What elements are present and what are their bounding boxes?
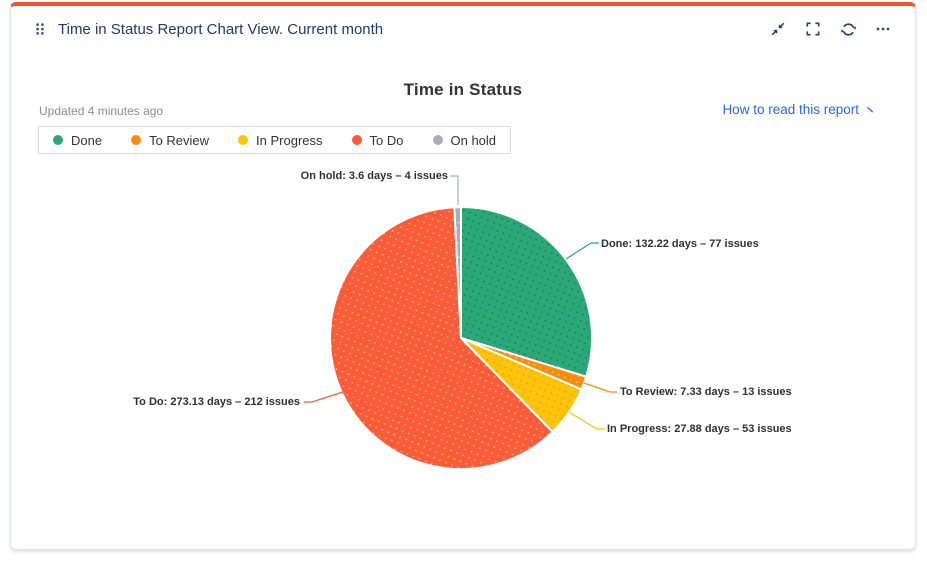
legend-label: To Review [149,132,210,148]
pie-slice-on-hold[interactable] [453,206,462,339]
more-options-button[interactable] [873,19,893,39]
fullscreen-icon [806,22,820,36]
legend-label: In Progress [256,132,323,148]
legend-item-in-progress[interactable]: In Progress [238,132,323,148]
updated-timestamp: Updated 4 minutes ago [39,104,164,118]
legend-dot-done [53,135,63,145]
diagonal-arrow-icon [866,106,874,113]
legend-dot-on-hold [432,135,443,145]
legend-item-to-review[interactable]: To Review [131,133,209,148]
ellipsis-icon [876,27,890,31]
refresh-button[interactable] [838,19,858,39]
refresh-icon [840,22,856,36]
collapse-button[interactable] [768,19,788,39]
legend-dot-in-progress [238,135,249,145]
legend-dot-to-do [351,135,362,145]
help-link[interactable]: How to read this report [722,102,875,117]
collapse-icon [771,22,785,36]
legend-label: On hold [450,132,497,148]
pie-label-done: Done: 132.22 days – 77 issues [601,238,759,250]
pie-label-to-review: To Review: 7.33 days – 13 issues [620,386,792,398]
legend-item-done[interactable]: Done [53,133,102,148]
gadget-header: Time in Status Report Chart View. Curren… [11,6,915,45]
legend-label: To Do [369,132,404,148]
legend-dot-to-review [131,135,142,145]
pie-slice-done[interactable] [460,206,594,378]
legend-label: Done [71,132,103,148]
legend-item-to-do[interactable]: To Do [351,132,404,148]
gadget-title: Time in Status Report Chart View. Curren… [58,20,384,38]
chart-title: Time in Status [403,80,523,99]
drag-handle-icon[interactable] [33,20,47,38]
help-link-label: How to read this report [722,102,859,117]
pie-label-to-do: To Do: 273.13 days – 212 issues [133,396,300,408]
pie-label-in-progress: In Progress: 27.88 days – 53 issues [607,423,792,435]
fullscreen-button[interactable] [803,19,823,39]
chart-legend: Done To Review In Progress To Do On hold [38,126,512,154]
pie-label-on-hold: On hold: 3.6 days – 4 issues [300,170,448,182]
gadget-toolbar [768,19,893,39]
legend-item-on-hold[interactable]: On hold [432,132,497,148]
